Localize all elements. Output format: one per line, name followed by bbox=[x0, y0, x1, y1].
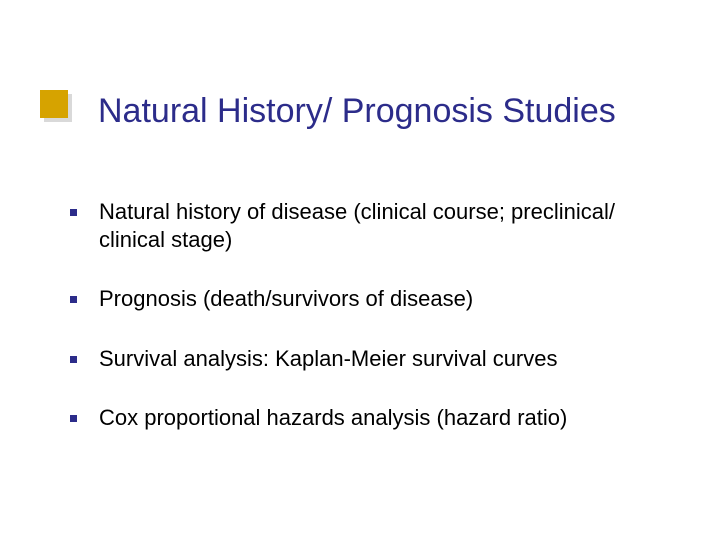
bullet-item: Natural history of disease (clinical cou… bbox=[70, 198, 670, 253]
title-accent bbox=[40, 90, 68, 118]
slide-title: Natural History/ Prognosis Studies bbox=[98, 92, 616, 131]
bullet-square-icon bbox=[70, 209, 77, 216]
bullet-text: Survival analysis: Kaplan-Meier survival… bbox=[99, 345, 558, 373]
bullet-square-icon bbox=[70, 356, 77, 363]
bullet-square-icon bbox=[70, 296, 77, 303]
bullet-text: Natural history of disease (clinical cou… bbox=[99, 198, 670, 253]
slide-body: Natural history of disease (clinical cou… bbox=[70, 198, 670, 464]
bullet-square-icon bbox=[70, 415, 77, 422]
bullet-text: Cox proportional hazards analysis (hazar… bbox=[99, 404, 567, 432]
bullet-item: Prognosis (death/survivors of disease) bbox=[70, 285, 670, 313]
bullet-text: Prognosis (death/survivors of disease) bbox=[99, 285, 473, 313]
accent-main bbox=[40, 90, 68, 118]
slide: Natural History/ Prognosis Studies Natur… bbox=[0, 0, 720, 540]
bullet-item: Cox proportional hazards analysis (hazar… bbox=[70, 404, 670, 432]
bullet-item: Survival analysis: Kaplan-Meier survival… bbox=[70, 345, 670, 373]
